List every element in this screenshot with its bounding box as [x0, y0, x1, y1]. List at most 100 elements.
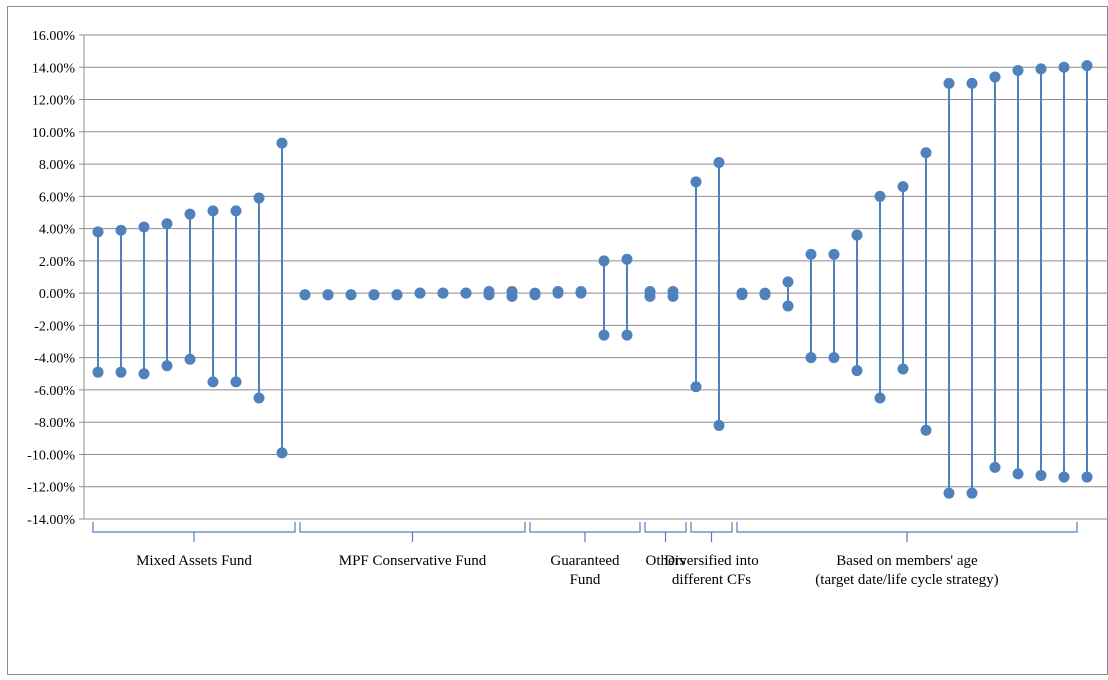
range-item [207, 205, 219, 388]
low-point [506, 290, 518, 302]
range-series [92, 60, 1093, 499]
low-point [874, 392, 886, 404]
low-point [736, 289, 748, 301]
high-point [897, 181, 909, 193]
y-tick-label: -8.00% [34, 416, 75, 431]
low-point [368, 289, 380, 301]
range-item [598, 255, 610, 341]
range-item [989, 71, 1001, 473]
group-labels: Mixed Assets Fund MPF Conservative Fund Gu… [136, 553, 999, 588]
high-point [1035, 63, 1047, 75]
low-point [161, 360, 173, 372]
high-point [690, 176, 702, 188]
high-point [184, 208, 196, 220]
range-item [621, 253, 633, 341]
range-item [782, 276, 794, 312]
range-item [575, 286, 587, 299]
group-label: MPF Conservative Fund [339, 553, 487, 569]
y-tick-label: 16.00% [32, 29, 76, 44]
high-point [920, 147, 932, 159]
low-point [184, 353, 196, 365]
y-tick-label: 8.00% [39, 158, 76, 173]
range-item [391, 289, 403, 301]
y-tick-label: 4.00% [39, 223, 76, 238]
high-point [828, 248, 840, 260]
range-item [253, 192, 265, 404]
low-point [483, 289, 495, 301]
high-point [943, 77, 955, 89]
high-point [207, 205, 219, 217]
y-tick-label: -2.00% [34, 319, 75, 334]
range-item [115, 224, 127, 378]
range-item [805, 248, 817, 364]
group-label: Mixed Assets Fund [136, 553, 252, 569]
y-axis: -14.00% -12.00% -10.00% -8.00% -6.00% -4.00% -… [27, 29, 85, 528]
low-point [759, 289, 771, 301]
high-point [966, 77, 978, 89]
low-point [414, 287, 426, 299]
low-point [667, 290, 679, 302]
range-item [552, 286, 564, 299]
range-item [414, 287, 426, 299]
low-point [644, 290, 656, 302]
range-item [506, 286, 518, 302]
group-label: Based on members' age (target date/life c… [815, 553, 998, 588]
group-bracket [299, 522, 526, 542]
low-point [805, 352, 817, 364]
high-point [115, 224, 127, 236]
high-point [621, 253, 633, 265]
range-item [828, 248, 840, 364]
high-point [1058, 61, 1070, 73]
range-item [299, 289, 311, 301]
range-item [943, 77, 955, 499]
low-point [690, 381, 702, 393]
group-bracket [736, 522, 1078, 542]
y-tick-label: -14.00% [27, 513, 75, 528]
y-tick-label: 14.00% [32, 61, 76, 76]
y-tick-label: 2.00% [39, 255, 76, 270]
group-bracket [644, 522, 687, 542]
range-item [759, 287, 771, 301]
low-point [460, 287, 472, 299]
range-item [897, 181, 909, 375]
low-point [115, 366, 127, 378]
low-point [1058, 471, 1070, 483]
high-point [989, 71, 1001, 83]
y-tick-label: -10.00% [27, 448, 75, 463]
range-item [483, 286, 495, 301]
low-point [437, 287, 449, 299]
low-point [621, 329, 633, 341]
range-item [644, 286, 656, 302]
low-point [989, 461, 1001, 473]
low-point [529, 289, 541, 301]
high-point [598, 255, 610, 267]
group-bracket [92, 522, 296, 542]
low-point [828, 352, 840, 364]
high-point [782, 276, 794, 288]
range-item [690, 176, 702, 393]
range-item [1035, 63, 1047, 481]
low-point [92, 366, 104, 378]
range-item [184, 208, 196, 365]
range-item [322, 289, 334, 301]
low-point [391, 289, 403, 301]
group-bracket [529, 522, 641, 542]
low-point [1012, 468, 1024, 480]
high-point [138, 221, 150, 233]
y-tick-label: 10.00% [32, 126, 76, 141]
range-item [230, 205, 242, 388]
high-point [1081, 60, 1093, 72]
low-point [920, 424, 932, 436]
range-item [1012, 64, 1024, 480]
high-point [276, 137, 288, 149]
range-item [276, 137, 288, 459]
range-item [966, 77, 978, 499]
group-bracket [690, 522, 733, 542]
high-point [253, 192, 265, 204]
group-label: Guaranteed Fund [550, 553, 620, 588]
low-point [943, 487, 955, 499]
high-point [1012, 64, 1024, 76]
low-point [851, 365, 863, 377]
range-item [1058, 61, 1070, 483]
